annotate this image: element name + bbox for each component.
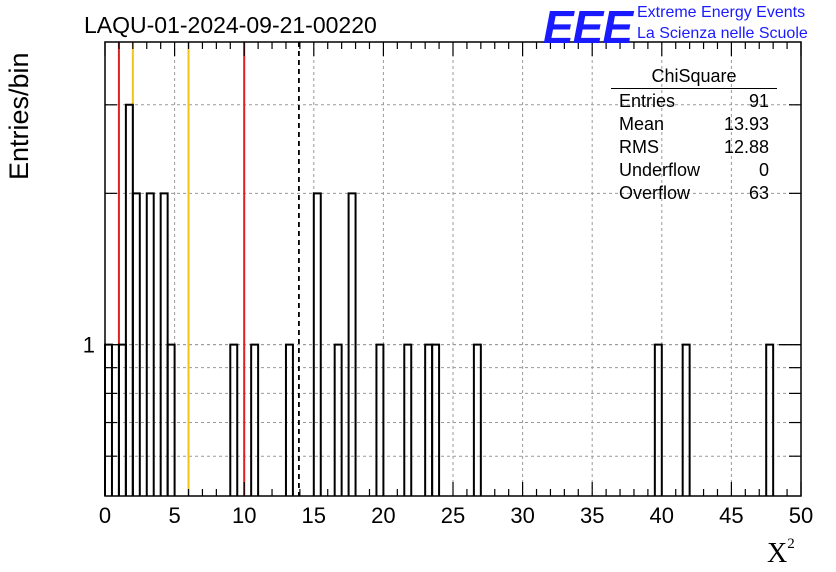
histogram-bar: [131, 192, 141, 496]
stats-row: Overflow 63: [611, 182, 777, 205]
chart-title: LAQU-01-2024-09-21-00220: [84, 12, 377, 38]
histogram-bar: [312, 192, 322, 496]
histogram-bar: [166, 343, 176, 496]
x-tick-label: 40: [650, 503, 674, 528]
stats-value: 13.93: [723, 114, 769, 134]
logo-subtitle-1: Extreme Energy Events: [637, 4, 806, 21]
axis-tick-labels: 0 5 10 15 20 25 30 35 40 45 50 1: [83, 333, 813, 528]
x-tick-label: 25: [441, 503, 465, 528]
histogram-bar: [229, 343, 239, 496]
stats-row: RMS 12.88: [611, 136, 777, 159]
histogram-bar: [403, 343, 413, 496]
histogram-bar: [431, 343, 441, 496]
histogram-bar: [681, 343, 691, 496]
x-axis-label-base: X: [767, 538, 788, 569]
histogram-bar: [250, 343, 260, 496]
stats-label: Entries: [619, 91, 676, 111]
x-tick-label: 15: [302, 503, 326, 528]
histogram-bar: [472, 343, 482, 496]
histogram-bar: [765, 343, 775, 496]
stats-label: Mean: [619, 114, 665, 134]
x-axis-label-superscript: 2: [787, 535, 795, 552]
axis-ticks: [104, 42, 802, 496]
x-tick-label: 0: [99, 503, 111, 528]
histogram-bar: [284, 343, 294, 496]
x-axis-label: X2: [767, 535, 795, 570]
stats-title: ChiSquare: [611, 66, 777, 89]
histogram-bar: [347, 192, 357, 496]
stats-row: Mean 13.93: [611, 113, 777, 136]
x-tick-label: 5: [168, 503, 180, 528]
stats-label: Overflow: [619, 183, 691, 203]
stats-row: Underflow 0: [611, 159, 777, 182]
stats-value: 12.88: [723, 137, 769, 157]
stats-label: RMS: [619, 137, 659, 157]
stats-value: 0: [758, 160, 769, 180]
stats-label: Underflow: [619, 160, 701, 180]
stats-row: Entries 91: [611, 90, 777, 113]
histogram-bar: [375, 343, 385, 496]
eee-logo: EEE: [543, 1, 633, 53]
x-tick-label: 50: [789, 503, 813, 528]
x-tick-label: 35: [580, 503, 604, 528]
logo-subtitle-2: La Scienza nelle Scuole: [637, 25, 808, 42]
x-tick-label: 20: [371, 503, 395, 528]
y-tick-label: 1: [83, 333, 95, 358]
histogram-bar: [124, 103, 134, 496]
x-tick-label: 30: [510, 503, 534, 528]
stats-box: ChiSquare Entries 91 Mean 13.93 RMS 12.88 U…: [611, 66, 777, 205]
x-tick-label: 10: [232, 503, 256, 528]
histogram-bar: [653, 343, 663, 496]
stats-value: 91: [748, 91, 769, 111]
x-tick-label: 45: [719, 503, 743, 528]
y-axis-label: Entries/bin: [4, 52, 34, 180]
histogram-bar: [333, 343, 343, 496]
stats-value: 63: [748, 183, 769, 203]
histogram-bar: [145, 192, 155, 496]
